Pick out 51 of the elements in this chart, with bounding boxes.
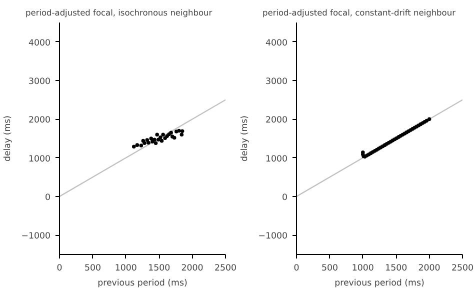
point (132, 144, 136, 149)
y-tick-label: 1000 (265, 154, 288, 164)
y-tick-label: 3000 (265, 77, 288, 87)
point (180, 132, 184, 137)
x-tick-label: 1000 (114, 264, 137, 274)
chart-title: period-adjusted focal, isochronous neighbour (26, 8, 213, 18)
point (158, 135, 162, 140)
y-tick-label: 1000 (28, 154, 50, 164)
chart-title: period-adjusted focal, constant-drift neighbour (262, 8, 456, 18)
point (142, 141, 146, 146)
point (152, 138, 156, 142)
point (145, 138, 150, 142)
x-tick-label: 1500 (148, 264, 170, 274)
y-tick-label: 4000 (265, 38, 288, 48)
point (160, 138, 164, 143)
point (146, 140, 150, 145)
point (174, 130, 178, 134)
x-axis-title: previous period (ms) (98, 278, 188, 288)
y-axis-title: delay (ms) (3, 115, 14, 162)
x-tick-label: 500 (84, 264, 101, 274)
y-tick-label: −1000 (258, 232, 288, 242)
point (139, 144, 144, 148)
x-tick-label: 0 (294, 264, 300, 274)
y-tick-label: 4000 (28, 38, 50, 48)
point (135, 143, 140, 147)
y-tick-label: 2000 (265, 116, 288, 126)
y-tick-label: 3000 (28, 77, 50, 87)
y-tick-label: 2000 (28, 116, 50, 126)
point (177, 128, 181, 133)
x-tick-label: 2500 (451, 264, 474, 274)
point (427, 117, 432, 122)
y-tick-label: 0 (44, 193, 51, 203)
point (149, 136, 154, 140)
x-tick-label: 1000 (352, 264, 374, 274)
y-tick-label: −1000 (21, 232, 51, 242)
point (154, 141, 158, 146)
point (156, 138, 160, 142)
x-tick-label: 0 (56, 264, 62, 274)
x-tick-label: 2000 (418, 264, 440, 274)
x-tick-label: 2000 (181, 264, 204, 274)
point (150, 140, 154, 144)
point (161, 132, 165, 137)
x-axis-title: previous period (ms) (334, 278, 424, 288)
point (163, 136, 167, 140)
y-axis-title: delay (ms) (240, 115, 250, 162)
point (180, 129, 184, 134)
y-tick-label: 0 (282, 193, 288, 203)
point (155, 132, 160, 137)
x-tick-label: 1500 (385, 264, 408, 274)
x-tick-label: 2500 (214, 264, 237, 274)
x-tick-label: 500 (321, 264, 338, 274)
